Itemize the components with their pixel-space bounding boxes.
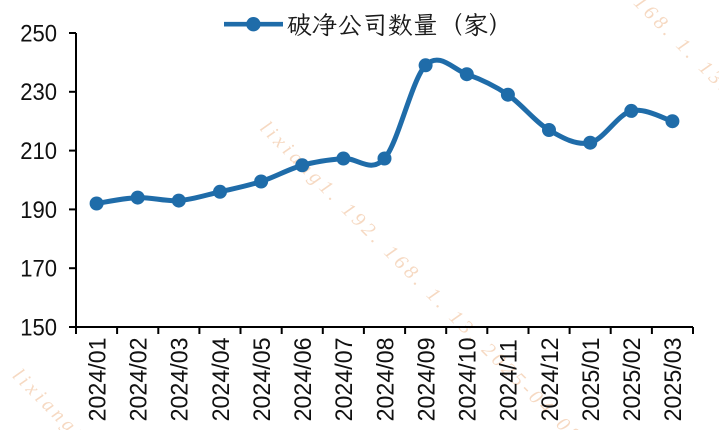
svg-text:170: 170: [20, 255, 57, 282]
svg-text:2025/02: 2025/02: [619, 337, 647, 421]
svg-text:230: 230: [20, 78, 57, 105]
svg-text:2024/09: 2024/09: [413, 337, 441, 421]
svg-text:2024/04: 2024/04: [207, 337, 235, 421]
svg-text:250: 250: [20, 19, 57, 46]
svg-text:2024/11: 2024/11: [495, 339, 523, 421]
svg-text:2024/06: 2024/06: [289, 337, 317, 421]
svg-text:190: 190: [20, 196, 57, 223]
svg-text:210: 210: [20, 137, 57, 164]
svg-text:2024/10: 2024/10: [454, 337, 482, 421]
svg-text:2025/01: 2025/01: [577, 337, 605, 421]
svg-text:2024/05: 2024/05: [248, 337, 276, 421]
svg-text:2024/12: 2024/12: [536, 337, 564, 421]
svg-text:2024/02: 2024/02: [125, 337, 153, 421]
svg-text:2024/07: 2024/07: [331, 337, 359, 421]
svg-text:2024/03: 2024/03: [166, 337, 194, 421]
svg-text:2024/01: 2024/01: [84, 337, 112, 421]
svg-text:2024/08: 2024/08: [372, 337, 400, 421]
svg-text:2025/03: 2025/03: [660, 337, 688, 421]
svg-text:150: 150: [20, 313, 57, 340]
